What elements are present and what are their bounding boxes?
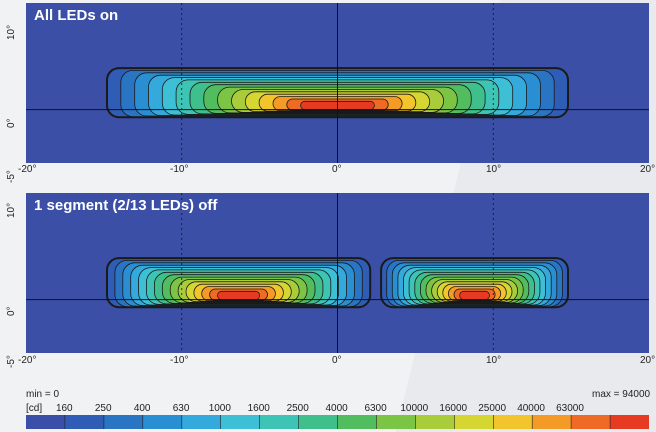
segment-1: [380, 257, 569, 309]
legend-swatch-3: [142, 415, 183, 429]
legend-level-1: 250: [94, 403, 112, 414]
legend-level-13: 63000: [556, 403, 584, 414]
panel1-xtick-2: 0°: [332, 164, 342, 175]
legend-level-6: 2500: [286, 403, 309, 414]
heatmap-plot-2: [26, 193, 649, 353]
panel1-ytick-zero: 0°: [6, 118, 17, 128]
panel1-xtick-0: -20°: [18, 164, 37, 175]
segment-0: [106, 67, 569, 119]
legend-swatch-15: [610, 415, 649, 429]
panel2-xtick-2: 0°: [332, 355, 342, 366]
panel1-xtick-4: 20°: [640, 164, 656, 175]
panel1-title: All LEDs on: [34, 7, 119, 24]
panel2-title: 1 segment (2/13 LEDs) off: [34, 197, 218, 214]
panel2-xtick-1: -10°: [170, 355, 189, 366]
panel2-ytick-zero: 0°: [6, 306, 17, 316]
legend-level-5: 1600: [247, 403, 270, 414]
legend-swatch-2: [103, 415, 144, 429]
legend-swatch-4: [181, 415, 222, 429]
legend-level-7: 4000: [325, 403, 348, 414]
legend-swatch-13: [532, 415, 572, 429]
heatmap-panel-all-leds-on: All LEDs on: [26, 3, 649, 163]
legend-swatch-8: [337, 415, 377, 429]
legend-swatch-11: [454, 415, 494, 429]
contour-band-15: [459, 290, 490, 301]
legend-swatch-7: [298, 415, 338, 429]
legend-level-10: 16000: [439, 403, 468, 414]
legend-swatch-9: [376, 415, 416, 429]
panel1-xtick-1: -10°: [170, 164, 189, 175]
legend-unit: [cd]: [26, 403, 43, 414]
legend-level-12: 40000: [517, 403, 545, 414]
legend-swatch-14: [571, 415, 611, 429]
legend-level-4: 1000: [208, 403, 231, 414]
panel2-xtick-3: 10°: [486, 355, 502, 366]
segment-0: [106, 257, 372, 309]
legend-level-3: 630: [172, 403, 190, 414]
panel1-xtick-3: 10°: [486, 164, 502, 175]
legend-min-label: min = 0: [26, 389, 60, 400]
panel2-xtick-0: -20°: [18, 355, 37, 366]
legend-level-9: 10000: [400, 403, 429, 414]
panel2-ytick-bottom: -5°: [6, 355, 17, 368]
panel2-ytick-top: 10°: [6, 202, 17, 218]
legend-swatch-6: [259, 415, 299, 429]
contour-band-15: [217, 290, 260, 301]
heatmap-panel-segment-off: 1 segment (2/13 LEDs) off: [26, 193, 649, 353]
legend-swatch-5: [220, 415, 261, 429]
panel1-ytick-bottom: -5°: [6, 170, 17, 183]
legend-max-label: max = 94000: [592, 389, 651, 400]
legend-level-11: 25000: [478, 403, 507, 414]
legend-level-2: 400: [133, 403, 151, 414]
legend-swatch-10: [415, 415, 455, 429]
panel2-xtick-4: 20°: [640, 355, 656, 366]
legend-swatch-1: [64, 415, 105, 429]
legend-colorbar: [26, 415, 649, 429]
legend-swatch-12: [493, 415, 533, 429]
legend-level-8: 6300: [364, 403, 387, 414]
heatmap-plot-1: [26, 3, 649, 163]
panel1-ytick-top: 10°: [6, 24, 17, 40]
legend-swatch-0: [26, 415, 66, 429]
legend-level-0: 160: [55, 403, 73, 414]
